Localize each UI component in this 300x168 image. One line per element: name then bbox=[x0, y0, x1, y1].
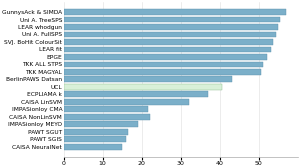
Bar bbox=[64, 9, 286, 15]
Bar bbox=[64, 17, 280, 23]
Bar bbox=[64, 129, 128, 135]
Bar bbox=[64, 54, 267, 60]
Bar bbox=[64, 99, 189, 105]
Bar bbox=[64, 39, 272, 45]
Bar bbox=[64, 32, 276, 37]
Bar bbox=[64, 121, 138, 127]
Bar bbox=[64, 136, 126, 142]
Bar bbox=[64, 61, 263, 67]
Bar bbox=[64, 107, 148, 112]
Bar bbox=[64, 47, 271, 52]
Bar bbox=[64, 114, 149, 120]
Bar bbox=[64, 69, 261, 75]
Bar bbox=[64, 84, 222, 90]
Bar bbox=[64, 91, 208, 97]
Bar bbox=[64, 144, 122, 150]
Bar bbox=[64, 76, 232, 82]
Bar bbox=[64, 24, 278, 30]
